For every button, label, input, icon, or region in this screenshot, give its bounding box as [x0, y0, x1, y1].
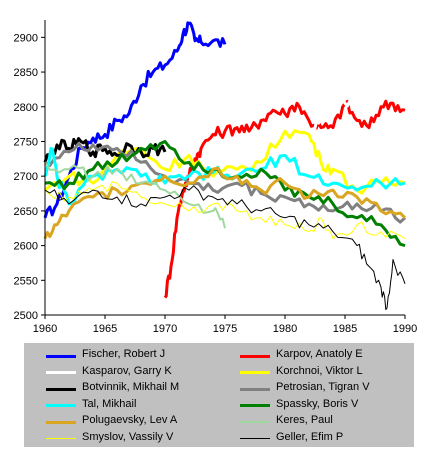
- y-tick-label: 2500: [14, 310, 38, 322]
- series-line-1: [43, 21, 227, 219]
- series-layer: [43, 21, 407, 310]
- legend-item: Polugaevsky, Lev A: [46, 413, 216, 430]
- legend-label: Spassky, Boris V: [276, 397, 359, 410]
- legend-label: Polugaevsky, Lev A: [82, 414, 178, 426]
- y-tick-label: 2700: [14, 171, 38, 183]
- series-line-11: [44, 181, 406, 240]
- legend-swatch: [240, 354, 270, 358]
- y-tick-label: 2800: [14, 102, 38, 114]
- legend-item: Keres, Paul: [240, 413, 410, 430]
- x-tick-label: 1980: [273, 323, 297, 335]
- legend-item: Tal, Mikhail: [46, 397, 216, 414]
- legend-label: Korchnoi, Viktor L: [276, 364, 363, 377]
- legend-label: Fischer, Robert J: [82, 348, 166, 360]
- legend-item: Fischer, Robert J: [46, 347, 216, 364]
- legend-item: Geller, Efim P: [240, 430, 410, 447]
- legend-item: Spassky, Boris V: [240, 397, 410, 414]
- x-tick-label: 1965: [93, 323, 117, 335]
- legend-item: Karpov, Anatoly E: [240, 347, 410, 364]
- legend-swatch: [46, 371, 76, 374]
- legend-item: Smyslov, Vassily V: [46, 430, 216, 447]
- legend-swatch: [46, 404, 76, 407]
- legend-item: Botvinnik, Mikhail M: [46, 380, 216, 397]
- series-line-5: [43, 137, 167, 163]
- y-tick-label: 2600: [14, 241, 38, 253]
- axes-layer: 2500 2550 2600 2650 2700 2750 2800 2850 2900 1960…: [14, 20, 417, 335]
- legend-label: Botvinnik, Mikhail M: [82, 381, 180, 393]
- legend-swatch: [46, 354, 76, 358]
- y-tick-label: 2550: [14, 275, 38, 287]
- legend-label: Keres, Paul: [276, 414, 333, 426]
- y-tick-label: 2650: [14, 206, 38, 218]
- legend-swatch: [46, 438, 76, 439]
- y-tick-label: 2750: [14, 136, 38, 148]
- legend-item: Petrosian, Tigran V: [240, 380, 410, 397]
- legend-swatch: [240, 387, 270, 391]
- y-tick-label: 2850: [14, 67, 38, 79]
- legend-label: Karpov, Anatoly E: [276, 348, 363, 360]
- legend-swatch: [240, 404, 270, 407]
- x-tick-label: 1970: [153, 323, 177, 335]
- legend-swatch: [46, 420, 76, 424]
- x-tick-label: 1975: [213, 323, 237, 335]
- legend-item: Korchnoi, Viktor L: [240, 364, 410, 381]
- series-line-9: [43, 166, 407, 240]
- legend: Fischer, Robert J Karpov, Anatoly E Kaspar…: [24, 343, 414, 447]
- series-line-12: [44, 185, 406, 310]
- series-line-6: [44, 142, 407, 224]
- legend-swatch: [240, 421, 270, 423]
- series-line-10: [44, 161, 226, 229]
- legend-swatch: [240, 438, 270, 439]
- rating-chart: 2500 2550 2600 2650 2700 2750 2800 2850 2900 1960…: [14, 20, 417, 335]
- legend-label: Geller, Efim P: [276, 430, 344, 443]
- legend-swatch: [240, 371, 270, 374]
- legend-label: Smyslov, Vassily V: [82, 430, 174, 443]
- series-line-4: [44, 129, 406, 195]
- legend-swatch: [46, 387, 76, 391]
- legend-label: Kasparov, Garry K: [82, 364, 172, 377]
- legend-label: Tal, Mikhail: [82, 397, 137, 410]
- legend-item: Kasparov, Garry K: [46, 364, 216, 381]
- legend-label: Petrosian, Tigran V: [276, 381, 370, 393]
- y-tick-label: 2900: [14, 32, 38, 44]
- x-tick-label: 1960: [33, 323, 57, 335]
- x-tick-label: 1985: [333, 323, 357, 335]
- x-tick-label: 1990: [393, 323, 417, 335]
